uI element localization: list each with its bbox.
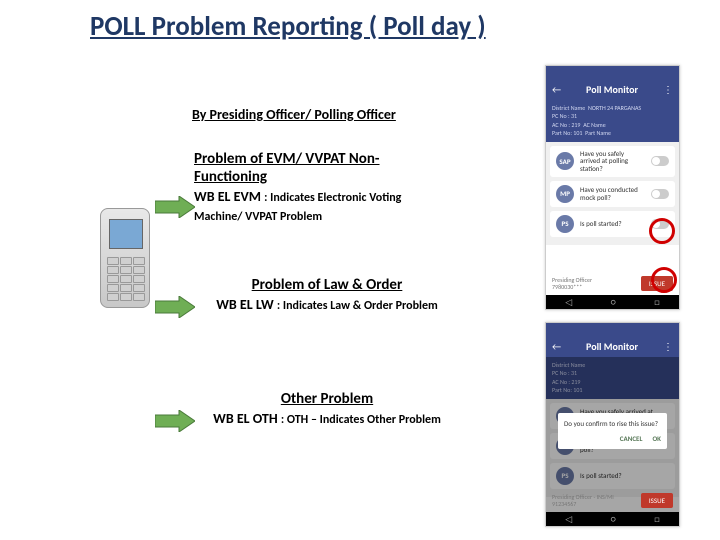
android-navbar: ◁ ○ □ [546,512,679,526]
code-desc: : OTH – Indicates Other Problem [281,413,441,427]
card-text: Have you conducted mock poll? [580,186,645,201]
feature-phone-illustration [100,208,150,308]
nav-recent-icon[interactable]: □ [654,297,659,308]
nav-back-icon[interactable]: ◁ [565,514,572,525]
back-icon[interactable]: ← [552,340,561,353]
nav-home-icon[interactable]: ○ [611,514,616,525]
arrow-icon [155,410,195,432]
back-icon[interactable]: ← [552,83,561,96]
code: WB EL EVM [194,188,261,205]
android-navbar: ◁ ○ □ [546,295,679,309]
app-screenshot-dialog: ← Poll Monitor ⋮ District Name PC No : 3… [545,322,680,527]
section-body: WB EL OTH : OTH – Indicates Other Proble… [212,410,442,429]
section-evm: Problem of EVM/ VVPAT Non-Functioning WB… [194,150,444,225]
menu-icon[interactable]: ⋮ [663,340,673,353]
poll-card-sap[interactable]: SAP Have you safely arrived at polling s… [550,146,675,177]
card-badge: PS [556,215,574,233]
app-screenshot-main: ← Poll Monitor ⋮ District Name NORTH 24 … [545,65,680,310]
confirm-dialog: Do you confirm to rise this issue? CANCE… [558,413,667,449]
section-heading: Problem of EVM/ VVPAT Non-Functioning [194,150,444,186]
slide-title: POLL Problem Reporting ( Poll day ) [90,10,486,43]
section-heading: Problem of Law & Order [212,276,442,294]
section-law-order: Problem of Law & Order WB EL LW : Indica… [212,276,442,315]
section-body: WB EL EVM : Indicates Electronic Voting … [194,188,444,225]
status-bar [546,66,679,78]
arrow-icon [155,196,195,218]
app-bar: ← Poll Monitor ⋮ [546,335,679,357]
card-text: Have you safely arrived at polling stati… [580,150,645,173]
dialog-text: Do you confirm to rise this issue? [564,419,661,428]
nav-back-icon[interactable]: ◁ [565,297,572,308]
dialog-ok-button[interactable]: OK [652,434,661,443]
nav-home-icon[interactable]: ○ [611,297,616,308]
section-other: Other Problem WB EL OTH : OTH – Indicate… [212,390,442,429]
app-title: Poll Monitor [586,340,638,353]
app-bar: ← Poll Monitor ⋮ [546,78,679,100]
code: WB EL LW [216,296,273,313]
footer-info: Presiding Officer - INS/MI 91234567 [552,494,614,508]
section-heading: Other Problem [212,390,442,408]
menu-icon[interactable]: ⋮ [663,83,673,96]
poll-card-mp[interactable]: MP Have you conducted mock poll? [550,181,675,207]
issue-button[interactable]: ISSUE [641,493,673,508]
toggle[interactable] [651,156,669,166]
arrow-icon [155,296,195,318]
card-badge: MP [556,185,574,203]
footer-info: Presiding Officer 7980030*** [552,277,592,291]
toggle[interactable] [651,189,669,199]
nav-recent-icon[interactable]: □ [654,514,659,525]
app-title: Poll Monitor [586,83,638,96]
card-text: Is poll started? [580,220,645,228]
section-body: WB EL LW : Indicates Law & Order Problem [212,296,442,315]
card-badge: SAP [556,152,574,170]
info-block: District Name NORTH 24 PARGANAS PC No : … [546,100,679,142]
status-bar [546,323,679,335]
highlight-circle-icon [649,218,675,244]
code-desc: : Indicates Law & Order Problem [277,299,438,313]
subtitle: By Presiding Officer/ Polling Officer [192,106,396,123]
code: WB EL OTH [213,410,278,427]
highlight-circle-icon [651,267,677,293]
dialog-cancel-button[interactable]: CANCEL [620,434,643,443]
